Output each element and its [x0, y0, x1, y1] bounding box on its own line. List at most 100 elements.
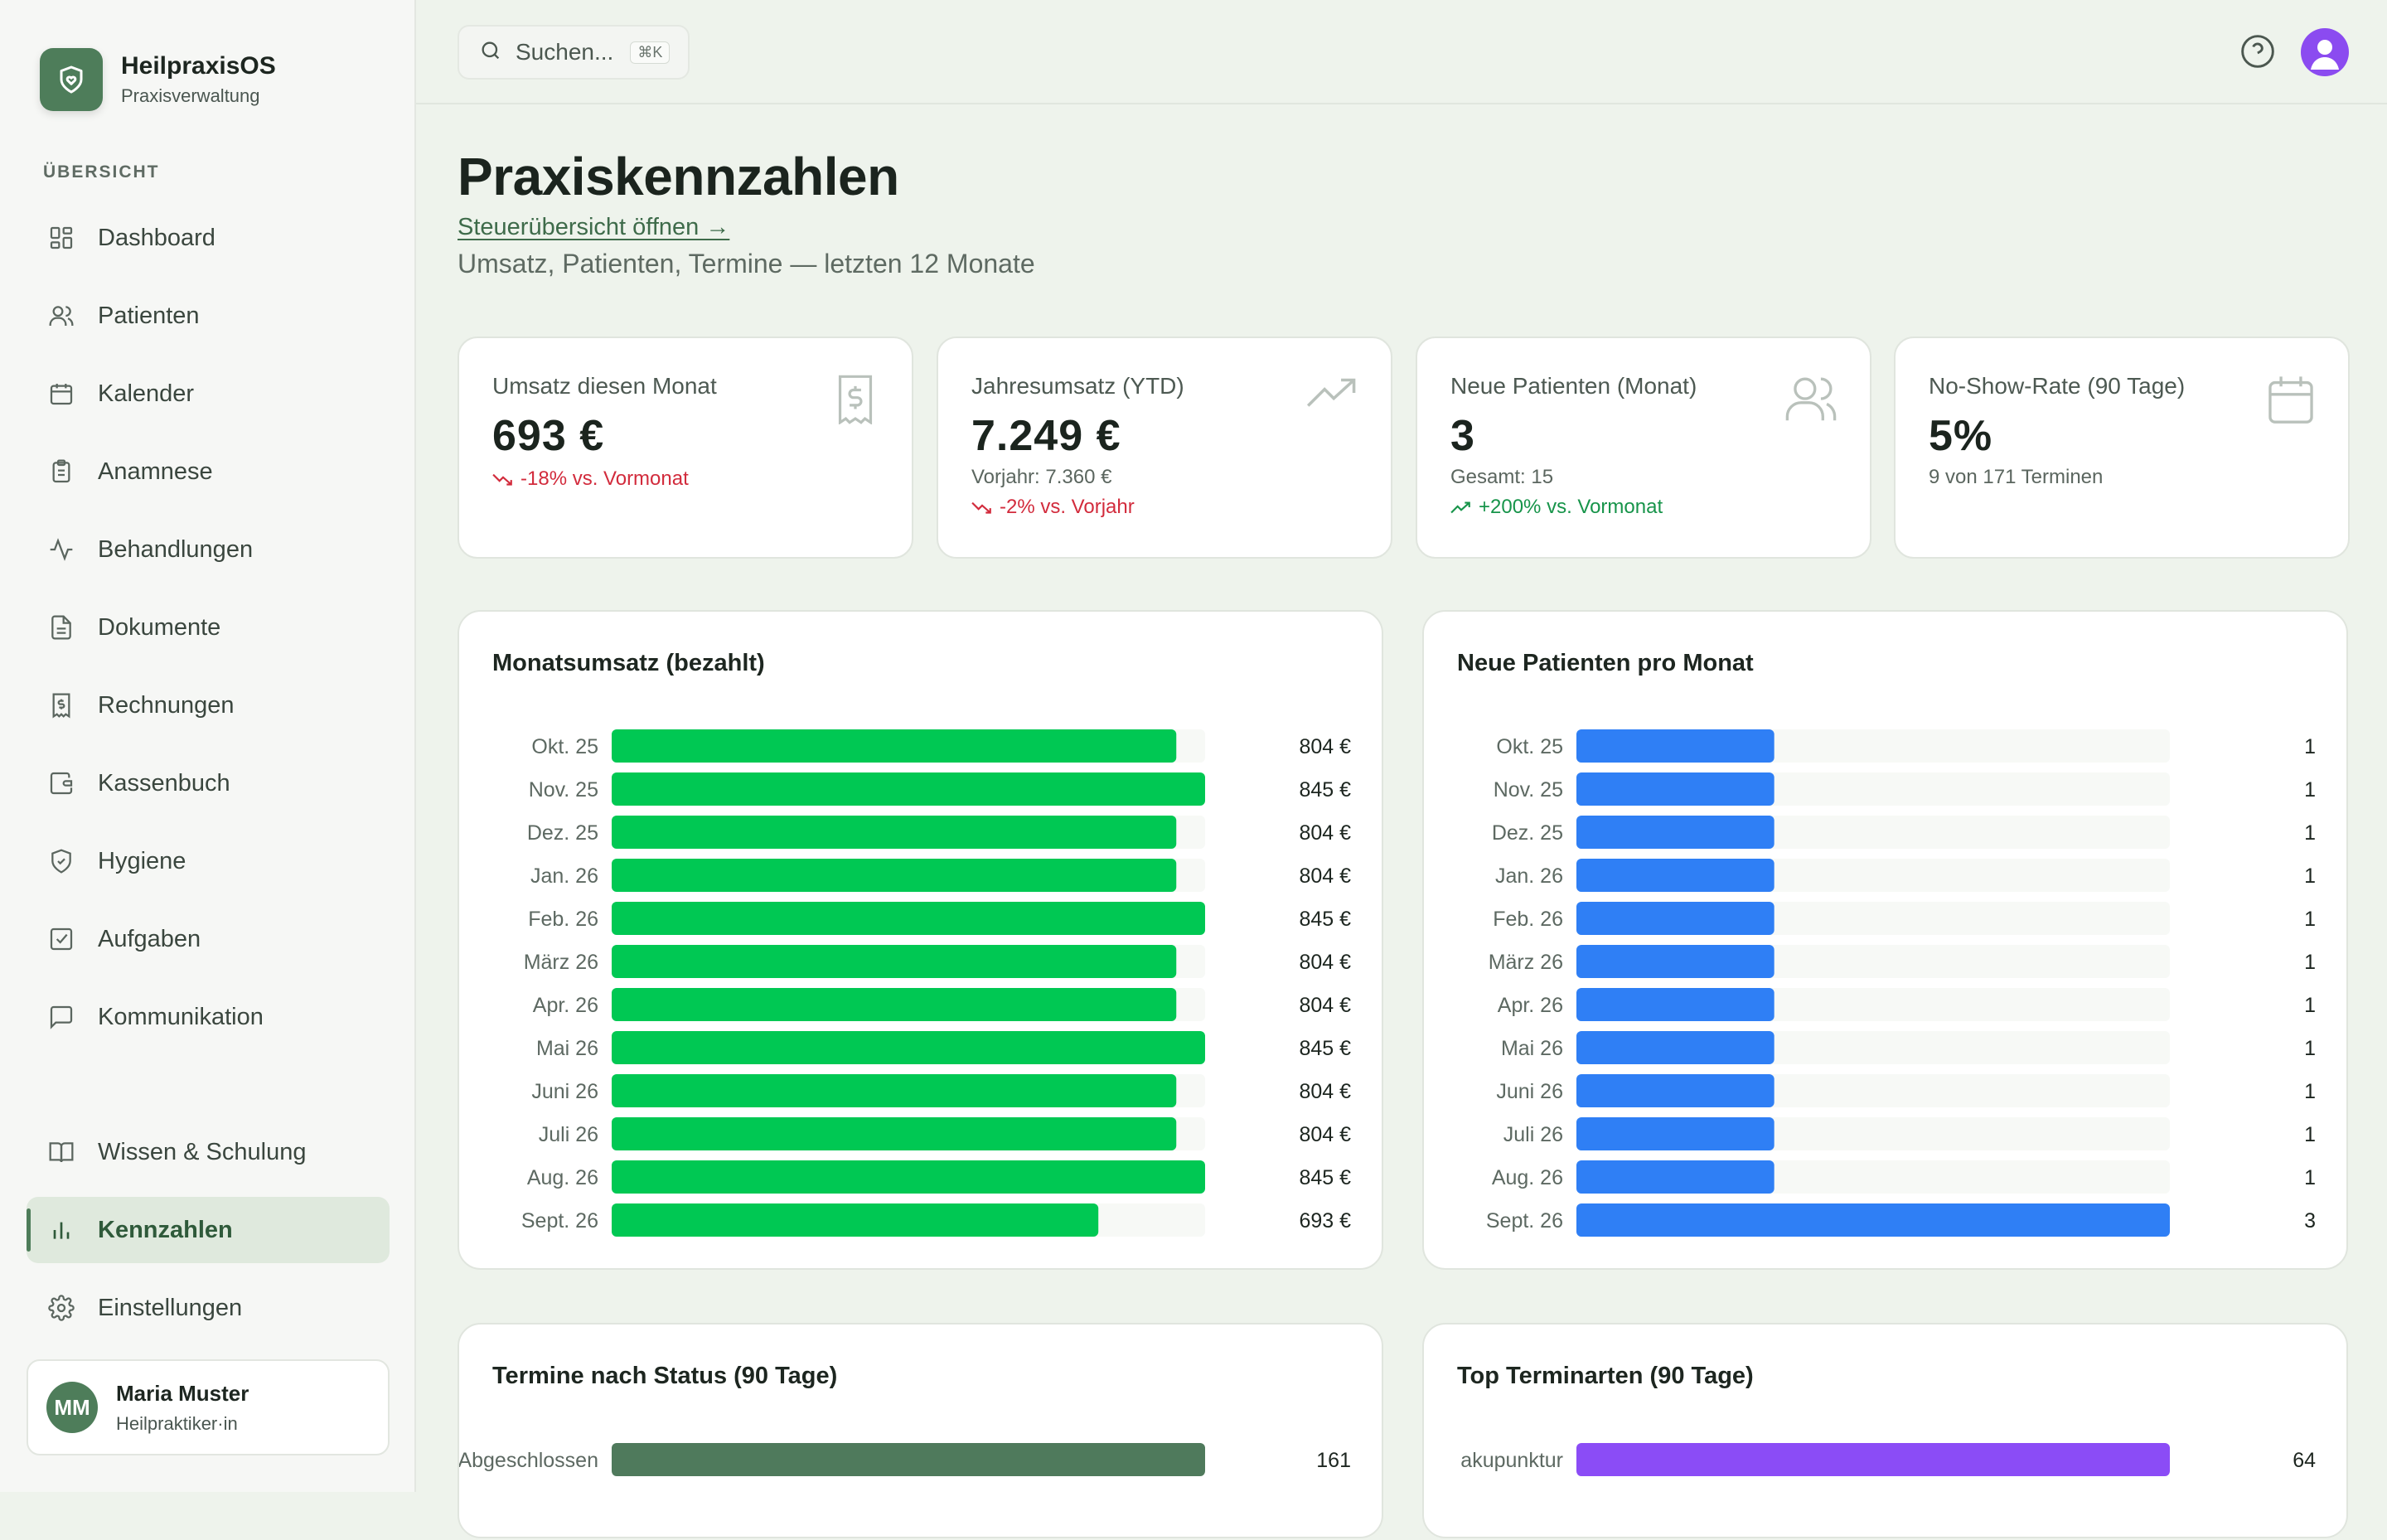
- search-placeholder: Suchen...: [516, 39, 614, 65]
- users-icon: [46, 301, 76, 331]
- value-label: 804 €: [1299, 994, 1351, 1017]
- category-label: Juli 26: [1503, 1123, 1563, 1146]
- bar: [1576, 1443, 2170, 1476]
- card-new-patients: Neue Patienten pro Monat Okt. 25 1 Nov. 25…: [1422, 610, 2348, 1270]
- main-nav: Dashboard Patienten Kalender Anamnese Be…: [27, 205, 390, 1062]
- sidebar-item-kennzahlen[interactable]: Kennzahlen: [27, 1197, 390, 1263]
- sidebar-item-label: Dokumente: [98, 613, 221, 641]
- category-label: Sept. 26: [521, 1209, 598, 1232]
- value-label: 804 €: [1299, 864, 1351, 888]
- bar: [612, 1117, 1177, 1150]
- user-card[interactable]: MM Maria Muster Heilpraktiker·in: [27, 1359, 390, 1455]
- kpi-card-revenue-ytd: Jahresumsatz (YTD) 7.249 € Vorjahr: 7.36…: [937, 337, 1392, 559]
- category-label: März 26: [524, 951, 598, 974]
- category-label: Jan. 26: [530, 864, 598, 888]
- sidebar-item-label: Anamnese: [98, 458, 213, 485]
- sidebar-item-kalender[interactable]: Kalender: [27, 361, 390, 427]
- bar: [612, 945, 1177, 978]
- sidebar-item-kommunikation[interactable]: Kommunikation: [27, 984, 390, 1050]
- receipt-icon: [832, 375, 879, 429]
- category-label: März 26: [1489, 951, 1563, 974]
- brand[interactable]: HeilpraxisOS Praxisverwaltung: [40, 48, 276, 111]
- appointment-types-chart: akupunktur 64: [1460, 1443, 2316, 1476]
- sidebar-item-patienten[interactable]: Patienten: [27, 283, 390, 349]
- category-label: Juli 26: [539, 1123, 598, 1146]
- calendar-icon: [46, 379, 76, 409]
- monthly-revenue-chart: Okt. 25 804 € Nov. 25 845 € Dez. 25 804 € Jan.…: [521, 729, 1351, 1237]
- category-label: Jan. 26: [1495, 864, 1563, 888]
- sidebar-item-einstellungen[interactable]: Einstellungen: [27, 1275, 390, 1341]
- wallet-icon: [46, 768, 76, 798]
- sidebar: HeilpraxisOS Praxisverwaltung ÜBERSICHT …: [0, 0, 416, 1492]
- document-icon: [46, 613, 76, 642]
- sidebar-item-dokumente[interactable]: Dokumente: [27, 594, 390, 661]
- sidebar-item-label: Patienten: [98, 302, 200, 329]
- value-label: 64: [2293, 1449, 2316, 1472]
- tax-overview-link[interactable]: Steuerübersicht öffnen →: [458, 214, 730, 240]
- kpi-value: 693 €: [492, 412, 605, 460]
- value-label: 1: [2304, 1123, 2316, 1146]
- bar: [612, 729, 1177, 763]
- sidebar-item-label: Kommunikation: [98, 1003, 264, 1030]
- value-label: 161: [1316, 1449, 1351, 1472]
- sidebar-item-label: Kassenbuch: [98, 769, 230, 797]
- sidebar-item-anamnese[interactable]: Anamnese: [27, 438, 390, 505]
- gear-icon: [46, 1293, 76, 1323]
- category-label: Abgeschlossen: [459, 1449, 598, 1472]
- kpi-meta: 9 von 171 Terminen: [1929, 466, 2104, 488]
- value-label: 804 €: [1299, 1080, 1351, 1103]
- bar: [612, 1443, 1205, 1476]
- sidebar-item-wissen[interactable]: Wissen & Schulung: [27, 1119, 390, 1185]
- category-label: Aug. 26: [1492, 1166, 1563, 1189]
- brand-subtitle: Praxisverwaltung: [121, 85, 260, 106]
- value-label: 804 €: [1299, 821, 1351, 845]
- value-label: 1: [2304, 1037, 2316, 1060]
- sidebar-item-dashboard[interactable]: Dashboard: [27, 205, 390, 271]
- kpi-label: Neue Patienten (Monat): [1450, 373, 1697, 399]
- message-icon: [46, 1002, 76, 1032]
- bar: [1576, 729, 1775, 763]
- topbar: Suchen... ⌘K: [416, 0, 2387, 104]
- sidebar-item-behandlungen[interactable]: Behandlungen: [27, 516, 390, 583]
- value-label: 1: [2304, 735, 2316, 758]
- bar: [1576, 859, 1775, 892]
- kpi-value: 7.249 €: [971, 412, 1121, 460]
- sidebar-item-label: Wissen & Schulung: [98, 1138, 307, 1165]
- chart-title: Monatsumsatz (bezahlt): [492, 650, 765, 676]
- kpi-meta: Gesamt: 15: [1450, 466, 1554, 488]
- sidebar-item-label: Behandlungen: [98, 535, 254, 563]
- bar: [1576, 1074, 1775, 1107]
- chart-title: Top Terminarten (90 Tage): [1457, 1363, 1754, 1389]
- card-top-appointment-types: Top Terminarten (90 Tage) akupunktur 64: [1422, 1323, 2348, 1538]
- category-label: Juni 26: [1496, 1080, 1563, 1103]
- search-input[interactable]: Suchen... ⌘K: [458, 25, 690, 80]
- sidebar-item-rechnungen[interactable]: Rechnungen: [27, 672, 390, 739]
- value-label: 1: [2304, 1080, 2316, 1103]
- kpi-trend-text: -2% vs. Vorjahr: [1000, 496, 1135, 518]
- trending-up-icon: [1306, 375, 1358, 415]
- kpi-trend: -2% vs. Vorjahr: [971, 496, 1391, 519]
- sidebar-item-aufgaben[interactable]: Aufgaben: [27, 906, 390, 972]
- bar: [1576, 816, 1775, 849]
- bar: [612, 1074, 1177, 1107]
- sidebar-item-kassenbuch[interactable]: Kassenbuch: [27, 750, 390, 816]
- kpi-trend: -18% vs. Vormonat: [492, 467, 912, 491]
- sidebar-item-hygiene[interactable]: Hygiene: [27, 828, 390, 894]
- shield-icon: [46, 846, 76, 876]
- bar: [612, 859, 1177, 892]
- kpi-value: 3: [1450, 412, 1475, 460]
- bar-chart-icon: [46, 1215, 76, 1245]
- value-label: 804 €: [1299, 735, 1351, 758]
- kpi-label: Umsatz diesen Monat: [492, 373, 717, 399]
- value-label: 1: [2304, 778, 2316, 801]
- value-label: 1: [2304, 1166, 2316, 1189]
- card-monthly-revenue: Monatsumsatz (bezahlt) Okt. 25 804 € Nov. …: [458, 610, 1383, 1270]
- kpi-card-new-patients: Neue Patienten (Monat) 3 Gesamt: 15 +200…: [1416, 337, 1871, 559]
- kpi-trend-text: +200% vs. Vormonat: [1479, 496, 1663, 518]
- sidebar-item-label: Kennzahlen: [98, 1216, 233, 1243]
- profile-avatar[interactable]: [2301, 28, 2349, 76]
- category-label: Mai 26: [536, 1037, 598, 1060]
- kpi-label: Jahresumsatz (YTD): [971, 373, 1184, 399]
- value-label: 1: [2304, 994, 2316, 1017]
- help-icon[interactable]: [2239, 33, 2276, 70]
